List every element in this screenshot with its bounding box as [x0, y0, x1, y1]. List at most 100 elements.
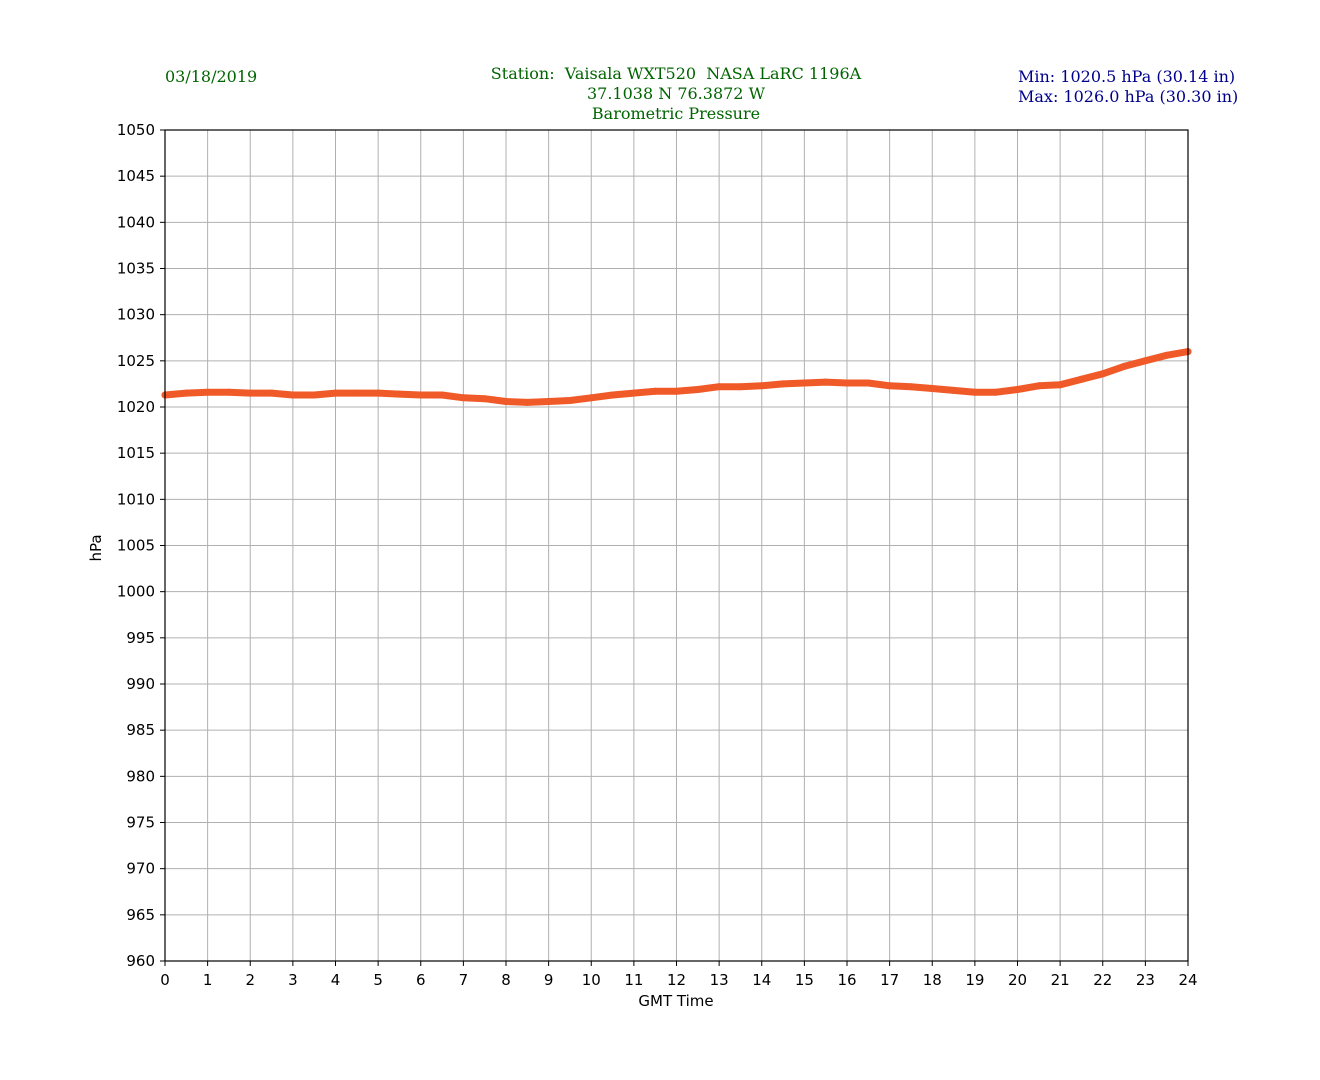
data-point	[395, 390, 403, 398]
y-tick-label: 970	[126, 860, 155, 878]
data-point	[1163, 351, 1171, 359]
x-tick-label: 21	[1051, 971, 1070, 989]
x-tick-label: 4	[331, 971, 341, 989]
y-tick-label: 975	[126, 814, 155, 832]
y-tick-label: 990	[126, 675, 155, 693]
y-tick-label: 1015	[117, 444, 155, 462]
chart-title: Barometric Pressure	[591, 104, 761, 123]
data-point	[587, 394, 595, 402]
date-label: 03/18/2019	[165, 67, 258, 86]
x-tick-label: 7	[459, 971, 469, 989]
min-value: Min: 1020.5 hPa (30.14 in)	[1018, 67, 1236, 86]
y-tick-label: 1035	[117, 260, 155, 278]
data-point	[630, 389, 638, 397]
data-point	[459, 394, 467, 402]
data-point	[886, 382, 894, 390]
data-point	[566, 397, 574, 404]
data-point	[289, 391, 297, 399]
x-tick-label: 24	[1178, 971, 1197, 989]
station-line: Station: Vaisala WXT520 NASA LaRC 1196A	[490, 64, 862, 83]
coordinates-line: 37.1038 N 76.3872 W	[586, 84, 766, 103]
data-point	[1077, 375, 1085, 383]
data-point	[545, 398, 553, 405]
x-tick-label: 6	[416, 971, 426, 989]
data-point	[204, 388, 212, 396]
y-tick-label: 965	[126, 906, 155, 924]
y-tick-label: 985	[126, 721, 155, 739]
data-point	[800, 379, 808, 387]
data-point	[950, 386, 958, 394]
y-tick-label: 1050	[117, 121, 155, 139]
y-tick-label: 960	[126, 952, 155, 970]
x-tick-label: 14	[752, 971, 771, 989]
data-point	[779, 380, 787, 388]
x-tick-label: 9	[544, 971, 554, 989]
y-axis: 960 965 970 975 980 985 990 995 1000 1005 1010 1015…	[117, 121, 165, 970]
data-point	[417, 391, 425, 399]
data-point	[523, 398, 531, 406]
data-point	[822, 378, 830, 386]
data-point	[971, 388, 979, 396]
y-tick-label: 1025	[117, 352, 155, 370]
data-point	[268, 389, 276, 397]
data-point	[1035, 382, 1043, 390]
y-tick-label: 995	[126, 629, 155, 647]
x-tick-label: 10	[582, 971, 601, 989]
x-tick-label: 16	[837, 971, 856, 989]
grid	[164, 129, 1189, 962]
data-point	[310, 391, 318, 399]
x-tick-label: 23	[1136, 971, 1155, 989]
data-point	[353, 389, 361, 397]
data-point	[246, 389, 254, 397]
data-point	[1014, 386, 1021, 393]
data-point	[843, 379, 851, 387]
x-tick-label: 3	[288, 971, 298, 989]
max-value: Max: 1026.0 hPa (30.30 in)	[1018, 87, 1239, 106]
data-point	[758, 382, 766, 390]
y-tick-label: 1020	[117, 398, 155, 416]
x-tick-label: 19	[965, 971, 984, 989]
y-tick-label: 1040	[117, 213, 155, 231]
data-point	[182, 389, 190, 397]
data-point	[992, 388, 1000, 396]
data-point	[374, 389, 382, 397]
series-layer	[161, 348, 1192, 406]
data-point	[438, 391, 446, 399]
y-tick-label: 1000	[117, 583, 155, 601]
data-point	[225, 388, 233, 396]
y-tick-label: 1005	[117, 537, 155, 555]
y-axis-label: hPa	[87, 534, 105, 561]
x-tick-label: 0	[160, 971, 170, 989]
min-max-block: Min: 1020.5 hPa (30.14 in) Max: 1026.0 h…	[1018, 67, 1238, 107]
data-point	[1099, 370, 1107, 378]
data-point	[673, 387, 680, 395]
x-tick-label: 11	[624, 971, 643, 989]
data-point	[736, 383, 744, 391]
x-tick-label: 1	[203, 971, 213, 989]
x-tick-label: 8	[501, 971, 511, 989]
x-tick-label: 5	[373, 971, 383, 989]
x-tick-label: 17	[880, 971, 899, 989]
x-tick-label: 12	[667, 971, 686, 989]
data-point	[864, 379, 872, 387]
data-point	[481, 395, 489, 403]
y-tick-label: 1010	[117, 490, 155, 508]
data-point	[651, 387, 659, 395]
y-tick-label: 980	[126, 767, 155, 785]
x-tick-label: 22	[1093, 971, 1112, 989]
data-point	[609, 391, 617, 399]
data-point	[502, 398, 510, 405]
data-point	[907, 383, 915, 391]
x-tick-label: 18	[923, 971, 942, 989]
x-tick-label: 20	[1008, 971, 1027, 989]
y-tick-label: 1045	[117, 167, 155, 185]
data-point	[1141, 357, 1149, 365]
data-point	[1120, 362, 1128, 370]
data-point	[928, 385, 936, 392]
x-tick-label: 13	[710, 971, 729, 989]
data-point	[715, 383, 723, 391]
x-tick-label: 15	[795, 971, 814, 989]
chart-title-block: Station: Vaisala WXT520 NASA LaRC 1196A …	[426, 64, 926, 124]
data-point	[332, 389, 339, 397]
